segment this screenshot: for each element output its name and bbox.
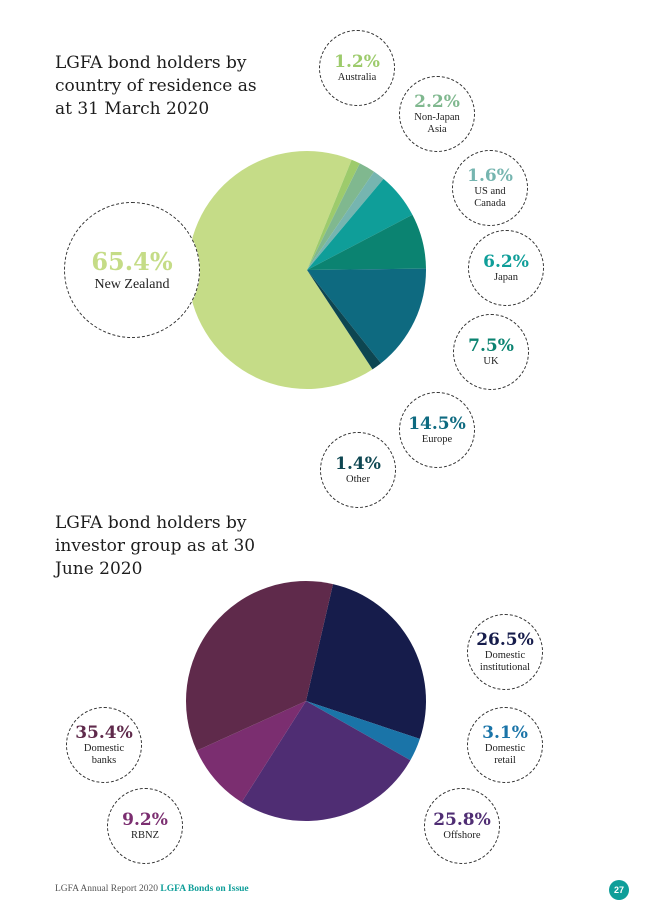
value-label: 1.4% — [335, 454, 381, 474]
pie-slice — [307, 270, 381, 370]
value-label: 14.5% — [408, 414, 466, 434]
section-name: LGFA Bonds on Issue — [160, 884, 249, 894]
category-label: UK — [483, 356, 499, 367]
pie-slice — [241, 701, 411, 821]
label-bubble: 2.2% Non-Japan Asia — [399, 76, 475, 152]
pie-slice — [307, 178, 413, 270]
label-bubble: 3.1% Domestic retail — [467, 707, 543, 783]
pie-slice — [307, 268, 426, 364]
label-bubble: 7.5% UK — [453, 314, 529, 390]
page-number: 27 — [609, 880, 629, 900]
category-label: Australia — [337, 72, 377, 83]
chart-title: LGFA bond holders by investor group as a… — [55, 513, 256, 579]
pie-slice — [307, 159, 360, 270]
label-bubble: 65.4% New Zealand — [64, 202, 200, 338]
category-label: Europe — [421, 434, 453, 445]
value-label: 6.2% — [483, 252, 529, 272]
value-label: 2.2% — [414, 92, 460, 112]
label-bubble: 14.5% Europe — [399, 392, 475, 468]
label-bubble: 1.2% Australia — [319, 30, 395, 106]
category-label: RBNZ — [130, 830, 159, 841]
value-label: 1.6% — [467, 166, 513, 186]
label-bubble: 1.6% US and Canada — [452, 150, 528, 226]
category-label: US and Canada — [474, 186, 506, 209]
value-label: 7.5% — [468, 336, 514, 356]
pie-slice — [307, 163, 375, 270]
pie-slice — [306, 584, 426, 739]
label-bubble: 25.8% Offshore — [424, 788, 500, 864]
category-label: Japan — [494, 272, 518, 283]
value-label: 3.1% — [482, 723, 528, 743]
pie-slice — [196, 701, 306, 803]
value-label: 25.8% — [433, 810, 491, 830]
chart-title: LGFA bond holders by country of residenc… — [55, 53, 257, 119]
category-label: Non-Japan Asia — [414, 112, 460, 135]
value-label: 65.4% — [91, 247, 173, 276]
label-bubble: 1.4% Other — [320, 432, 396, 508]
value-label: 35.4% — [75, 723, 133, 743]
category-label: Offshore — [443, 830, 481, 841]
pie-slice — [186, 581, 333, 751]
category-label: Domestic retail — [484, 743, 526, 766]
label-bubble: 26.5% Domestic institutional — [467, 614, 543, 690]
footer: LGFA Annual Report 2020 LGFA Bonds on Is… — [55, 884, 249, 894]
report-name: LGFA Annual Report 2020 — [55, 884, 159, 894]
pie-slice — [188, 150, 373, 389]
pie-slice — [307, 171, 384, 270]
label-bubble: 6.2% Japan — [468, 230, 544, 306]
category-label: Other — [346, 474, 370, 485]
category-label: New Zealand — [94, 277, 170, 292]
label-bubble: 35.4% Domestic banks — [66, 707, 142, 783]
category-label: Domestic institutional — [479, 650, 531, 673]
label-bubble: 9.2% RBNZ — [107, 788, 183, 864]
pie-slice — [306, 701, 420, 761]
value-label: 26.5% — [476, 630, 534, 650]
value-label: 1.2% — [334, 52, 380, 72]
category-label: Domestic banks — [83, 743, 125, 766]
value-label: 9.2% — [122, 810, 168, 830]
pie-slice — [307, 214, 426, 270]
